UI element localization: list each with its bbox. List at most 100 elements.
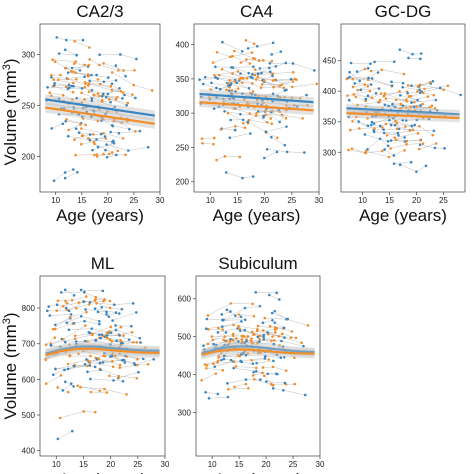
- connector-line: [68, 301, 85, 312]
- connector-line: [266, 132, 278, 138]
- connector-line: [279, 107, 290, 123]
- data-point: [247, 86, 251, 90]
- data-point: [64, 299, 67, 303]
- data-point: [393, 136, 396, 139]
- connector-line: [274, 310, 287, 320]
- y-tick-label: 700: [22, 340, 36, 349]
- data-point: [87, 136, 90, 140]
- data-point: [56, 386, 59, 389]
- data-point: [135, 376, 139, 380]
- connector-line: [52, 85, 74, 93]
- data-point: [227, 89, 231, 93]
- connector-line: [267, 332, 285, 338]
- data-point: [47, 305, 51, 308]
- data-point: [229, 310, 232, 313]
- x-tick-label: 20: [262, 460, 271, 469]
- data-point: [198, 78, 201, 81]
- connector-line: [87, 335, 104, 342]
- data-point: [386, 139, 390, 143]
- data-point: [96, 78, 100, 81]
- connector-line: [206, 367, 223, 371]
- connector-line: [48, 304, 58, 307]
- data-point: [232, 366, 235, 370]
- data-point: [426, 95, 430, 98]
- x-tick-label: 25: [439, 196, 448, 205]
- data-point: [391, 117, 395, 120]
- connector-line: [84, 82, 101, 85]
- connector-line: [56, 302, 68, 311]
- data-point: [86, 370, 89, 374]
- data-point: [232, 323, 235, 327]
- data-point: [112, 120, 116, 123]
- data-point: [101, 289, 105, 293]
- data-point: [81, 38, 85, 42]
- connector-line: [65, 289, 75, 296]
- x-tick-label: 20: [103, 196, 112, 205]
- connector-line: [391, 81, 404, 84]
- data-point: [231, 338, 235, 342]
- connector-line: [379, 138, 389, 146]
- data-point: [100, 305, 103, 309]
- data-point: [63, 171, 67, 174]
- data-point: [221, 325, 224, 328]
- data-point: [227, 84, 230, 88]
- x-tick-label: 10: [208, 460, 217, 469]
- data-point: [113, 105, 117, 109]
- connector-line: [400, 164, 417, 172]
- data-point: [250, 341, 254, 345]
- data-point: [98, 94, 101, 98]
- data-point: [373, 127, 376, 130]
- data-point: [293, 104, 296, 107]
- data-point: [233, 80, 237, 83]
- data-point: [216, 77, 220, 80]
- data-point: [369, 83, 373, 86]
- connector-line: [231, 66, 254, 68]
- data-point: [282, 388, 285, 392]
- data-point: [199, 95, 203, 98]
- data-point: [255, 44, 259, 48]
- data-point: [73, 39, 76, 43]
- data-point: [134, 130, 137, 133]
- connector-line: [99, 64, 119, 71]
- connector-line: [124, 94, 136, 99]
- connector-line: [101, 334, 120, 336]
- data-point: [88, 58, 91, 61]
- connector-line: [240, 113, 264, 117]
- connector-line: [112, 125, 130, 130]
- connector-line: [66, 76, 85, 79]
- data-point: [228, 136, 232, 140]
- data-point: [369, 69, 373, 73]
- connector-line: [114, 303, 134, 305]
- data-point: [71, 90, 75, 94]
- connector-line: [399, 49, 413, 55]
- data-point: [87, 83, 90, 86]
- data-point: [261, 371, 264, 375]
- data-point: [256, 324, 260, 328]
- data-point: [141, 357, 145, 361]
- data-point: [251, 72, 254, 76]
- connector-line: [349, 100, 359, 109]
- data-point: [248, 62, 252, 65]
- connector-line: [106, 313, 120, 315]
- data-point: [351, 85, 355, 89]
- connector-line: [65, 172, 78, 179]
- connector-line: [233, 367, 257, 372]
- connector-line: [113, 380, 123, 382]
- connector-line: [234, 383, 246, 388]
- connector-line: [218, 324, 234, 329]
- data-point: [215, 96, 218, 99]
- data-point: [231, 54, 234, 58]
- connector-line: [379, 99, 401, 105]
- connector-line: [109, 375, 119, 378]
- connector-line: [246, 59, 260, 61]
- data-point: [427, 117, 431, 121]
- data-point: [83, 362, 87, 366]
- data-point: [88, 133, 92, 136]
- x-tick-label: 10: [206, 196, 215, 205]
- data-point: [52, 179, 56, 183]
- data-point: [83, 75, 86, 79]
- connector-line: [65, 341, 77, 343]
- data-point: [95, 301, 98, 305]
- connector-line: [128, 146, 149, 151]
- data-point: [81, 134, 84, 138]
